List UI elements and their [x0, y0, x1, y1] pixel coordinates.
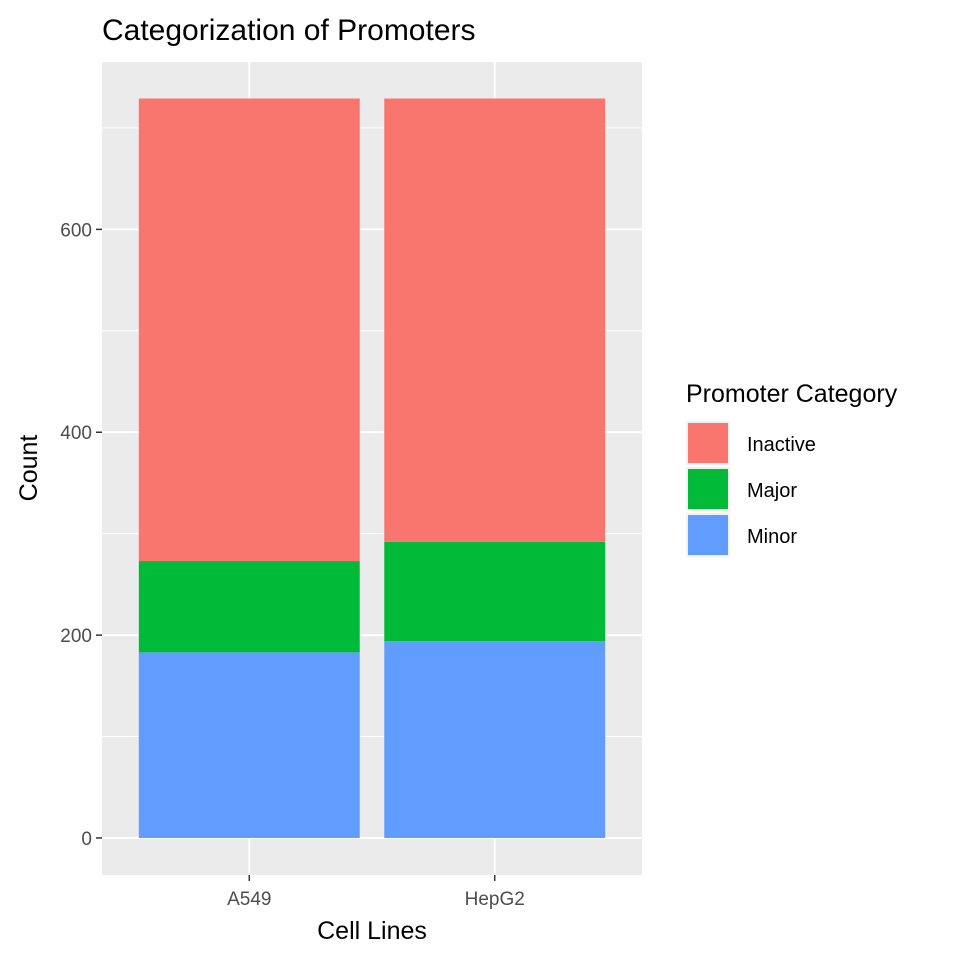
y-tick-label: 400 [60, 423, 92, 444]
y-axis: 0 200 400 600 [60, 220, 102, 850]
y-tick-label: 0 [81, 829, 92, 850]
legend: Promoter Category Inactive Major Minor [686, 380, 898, 557]
bar-major-a549 [138, 561, 360, 653]
legend-title: Promoter Category [686, 380, 898, 408]
legend-label-inactive: Inactive [747, 434, 816, 456]
legend-label-minor: Minor [747, 526, 797, 548]
x-axis: A549 HepG2 [227, 875, 525, 910]
bar-inactive-a549 [138, 98, 360, 562]
x-tick-label: HepG2 [465, 889, 525, 910]
bar-major-hepg2 [384, 541, 606, 642]
x-axis-title: Cell Lines [317, 917, 427, 945]
y-axis-title: Count [15, 435, 43, 502]
y-tick-label: 600 [60, 220, 92, 241]
legend-swatch-major [688, 469, 728, 509]
bar-inactive-hepg2 [384, 98, 606, 542]
chart-title: Categorization of Promoters [102, 14, 476, 47]
x-tick-label: A549 [227, 889, 271, 910]
bar-minor-a549 [138, 652, 360, 838]
y-tick-label: 200 [60, 626, 92, 647]
legend-swatch-inactive [688, 423, 728, 463]
bars-group [138, 98, 606, 838]
legend-label-major: Major [747, 480, 797, 502]
legend-swatch-minor [688, 515, 728, 555]
bar-minor-hepg2 [384, 641, 606, 838]
